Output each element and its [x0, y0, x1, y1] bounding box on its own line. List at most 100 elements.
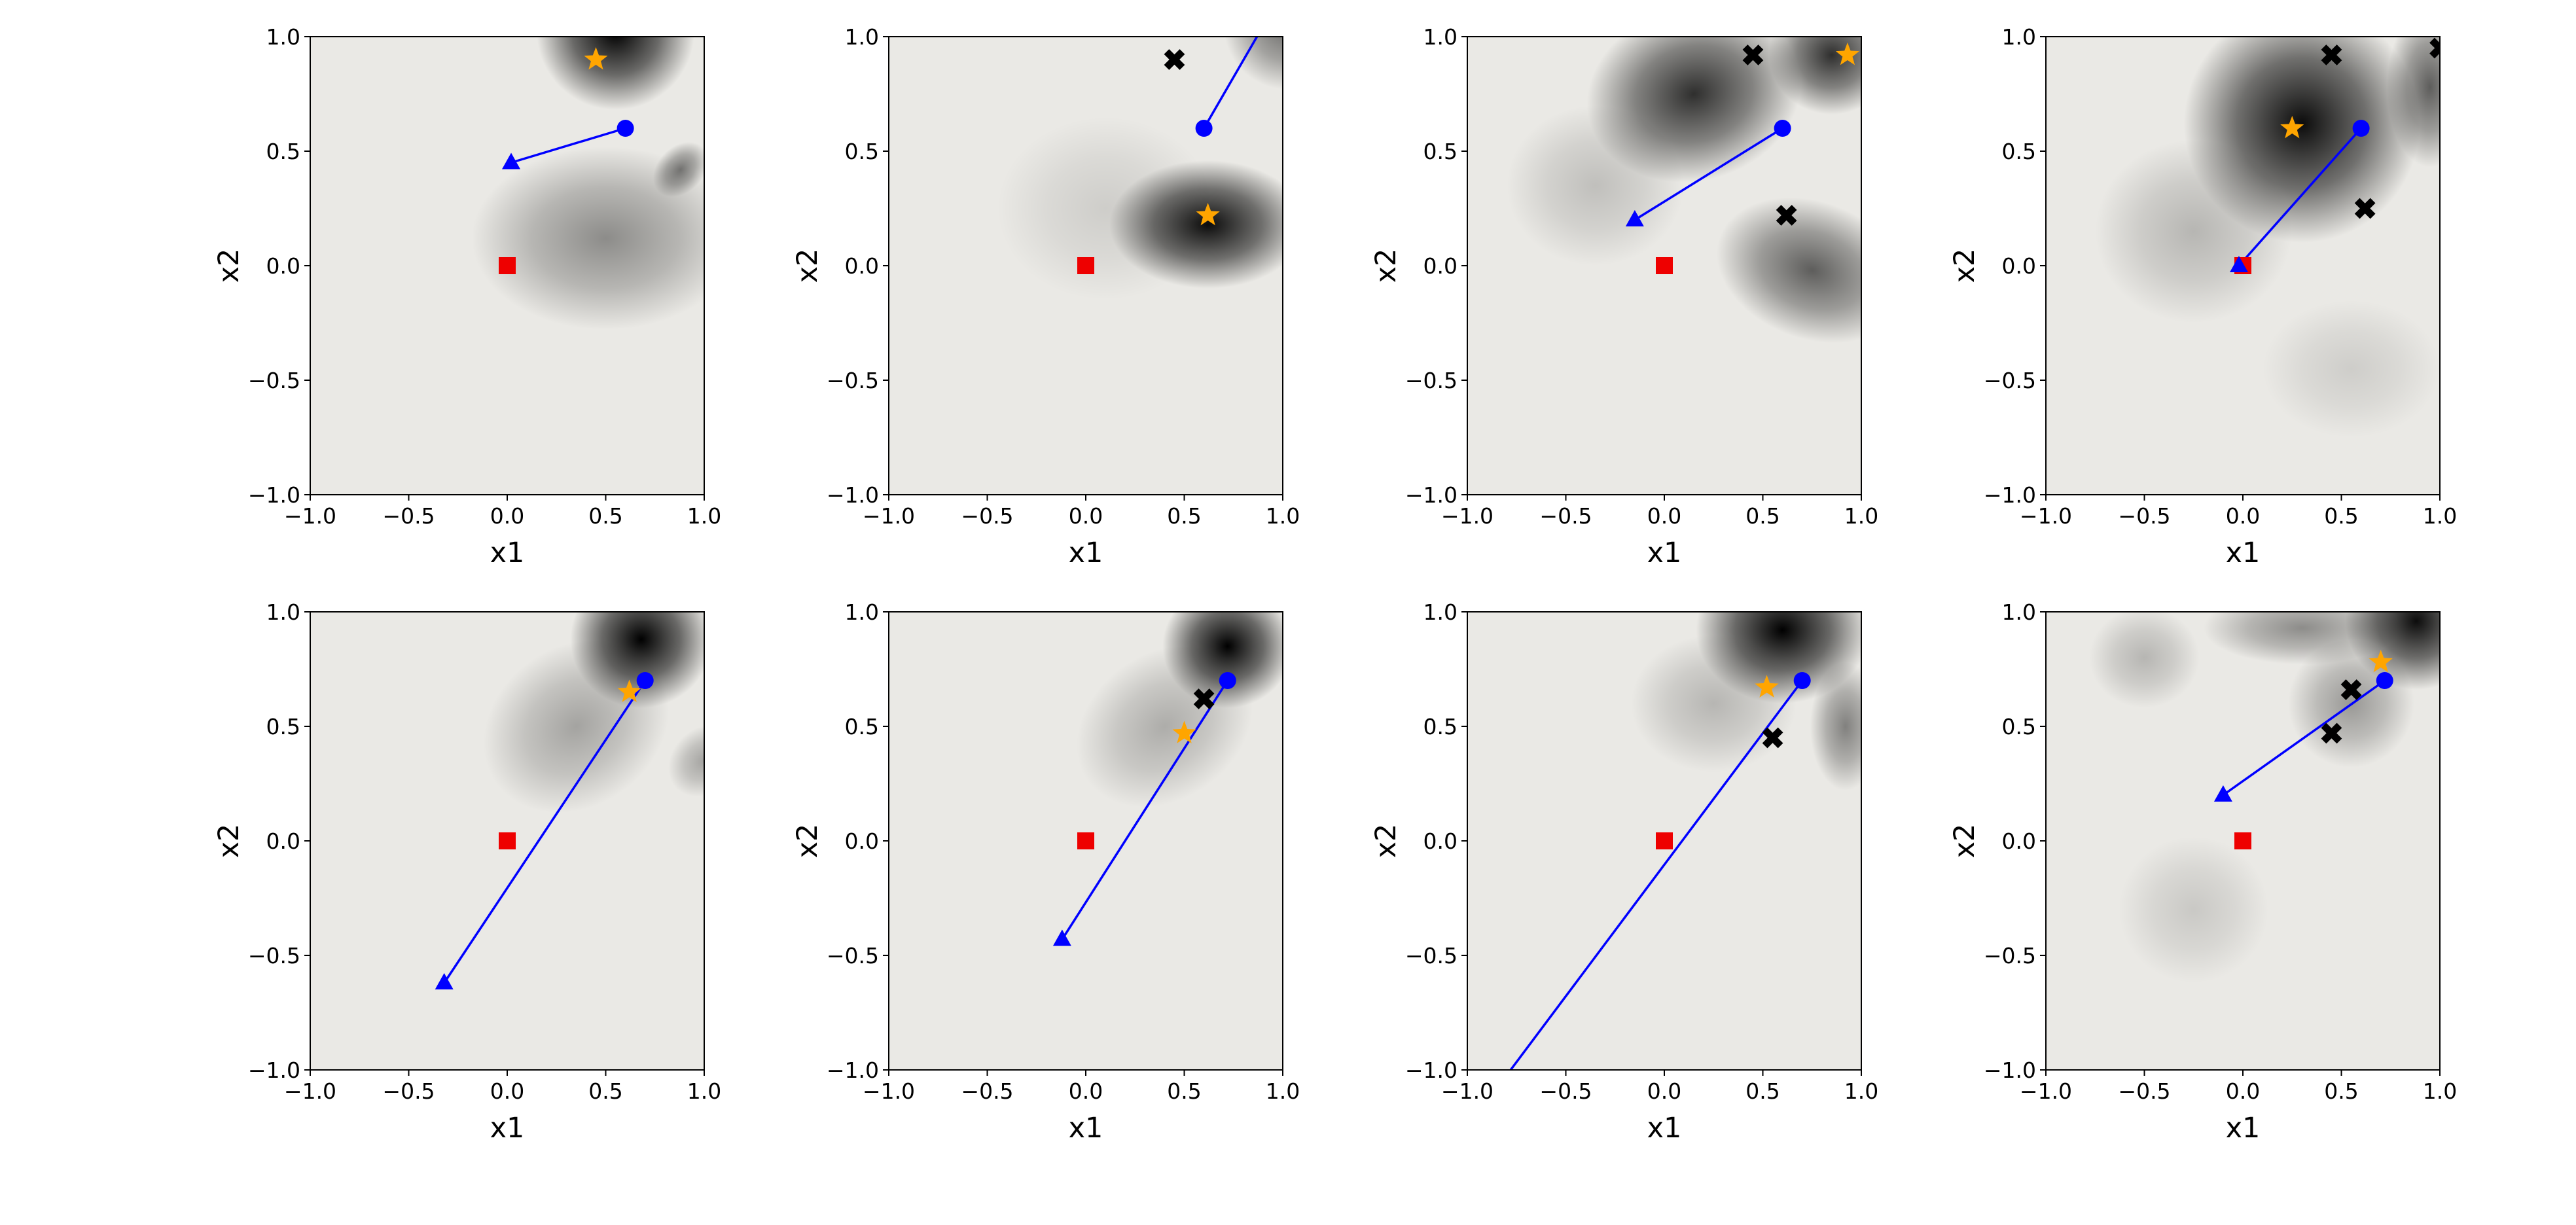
x-tick-label: 0.5: [1167, 1078, 1201, 1104]
y-tick-label: −0.5: [248, 943, 300, 968]
cross-marker: [2340, 679, 2362, 700]
y-tick-label: 0.5: [1423, 139, 1458, 164]
circle-marker: [1774, 120, 1791, 137]
density-blob: [537, 37, 694, 110]
x-tick-label: −0.5: [961, 1078, 1013, 1104]
y-tick-label: 1.0: [1423, 24, 1458, 50]
density-blob: [2119, 836, 2269, 983]
x-tick-label: 1.0: [1844, 1078, 1878, 1104]
x-tick-label: −1.0: [284, 1078, 336, 1104]
density-blob: [1768, 37, 1861, 115]
plot-content: [1052, 612, 1283, 946]
circle-marker: [636, 672, 654, 689]
y-tick-label: 1.0: [266, 24, 300, 50]
subplot-7: −1.0 −0.5 0.0 0.5 1.0 −1.0 −0.5 0.0 0.5 1.0 x1 x2: [1948, 599, 2457, 1145]
triangle-marker: [502, 152, 521, 169]
cross-marker: [2321, 44, 2342, 65]
y-tick-label: −0.5: [1405, 368, 1458, 393]
y-tick-label: 1.0: [266, 599, 300, 625]
y-tick-label: −1.0: [1405, 1057, 1458, 1083]
x-tick-label: −1.0: [2020, 503, 2072, 529]
x-tick-label: 1.0: [1266, 503, 1300, 529]
y-tick-label: −0.5: [1984, 943, 2036, 968]
y-tick-label: 0.5: [845, 139, 879, 164]
y-tick-label: 0.0: [266, 253, 300, 279]
trajectory-line: [1509, 679, 1804, 1070]
triangle-marker: [435, 973, 454, 989]
x-tick-label: −0.5: [2118, 1078, 2170, 1104]
density-blob: [1716, 197, 1861, 344]
y-tick-label: −0.5: [827, 943, 879, 968]
y-tick-label: 0.0: [266, 828, 300, 854]
y-tick-label: 0.5: [266, 139, 300, 164]
star-marker: [1196, 203, 1220, 226]
triangle-marker: [2213, 785, 2232, 802]
trajectory-line: [1203, 37, 1259, 129]
y-axis-label: x2: [1948, 824, 1981, 859]
circle-marker: [1219, 672, 1236, 689]
circle-marker: [2352, 120, 2370, 137]
density-blob: [1076, 645, 1253, 808]
x-axis-label: x1: [490, 537, 525, 569]
cross-marker: [2354, 198, 2376, 219]
plot-content: [435, 612, 704, 989]
x-tick-label: 0.0: [1647, 1078, 1681, 1104]
star-marker: [2280, 116, 2304, 139]
density-blob: [1507, 105, 1685, 266]
x-tick-label: 0.0: [1647, 503, 1681, 529]
square-marker: [499, 257, 516, 274]
y-tick-label: −0.5: [1405, 943, 1458, 968]
triangle-marker: [2229, 256, 2248, 272]
x-tick-label: −1.0: [1441, 503, 1494, 529]
figure-grid: −1.0 −0.5 0.0 0.5 1.0 −1.0 −0.5 0.0 0.5 1.0 x1 x2 −1…: [206, 20, 2460, 1148]
y-tick-label: −1.0: [827, 482, 879, 508]
subplot-6: −1.0 −0.5 0.0 0.5 1.0 −1.0 −0.5 0.0 0.5 1.0 x1 x2: [1370, 599, 1878, 1145]
plot-content: [2095, 37, 2440, 438]
x-tick-label: 0.5: [2324, 1078, 2358, 1104]
triangle-marker: [1625, 210, 1644, 226]
cross-marker: [2429, 37, 2440, 59]
y-tick-label: 1.0: [845, 599, 879, 625]
trajectory-line: [443, 680, 647, 984]
x-axis-label: x1: [2226, 537, 2261, 569]
y-tick-label: 0.0: [1423, 828, 1458, 854]
y-tick-label: 0.0: [2002, 828, 2036, 854]
x-tick-label: 0.0: [490, 503, 524, 529]
x-tick-label: −0.5: [382, 503, 435, 529]
y-tick-label: 0.0: [845, 828, 879, 854]
star-marker: [617, 679, 641, 702]
y-tick-label: 0.5: [1423, 714, 1458, 739]
star-marker: [1835, 43, 1859, 65]
subplot-1: −1.0 −0.5 0.0 0.5 1.0 −1.0 −0.5 0.0 0.5 1.0 x1 x2: [791, 24, 1300, 569]
y-axis-label: x2: [1948, 249, 1981, 283]
y-tick-label: 1.0: [845, 24, 879, 50]
y-axis-label: x2: [791, 824, 824, 859]
density-blob: [471, 147, 704, 330]
star-marker: [1755, 675, 1779, 698]
y-tick-label: 0.5: [2002, 714, 2036, 739]
triangle-marker: [1052, 929, 1071, 946]
cross-marker: [2321, 722, 2342, 744]
x-tick-label: 0.5: [588, 1078, 622, 1104]
x-axis-label: x1: [1647, 537, 1682, 569]
x-axis-label: x1: [1069, 537, 1103, 569]
x-tick-label: 1.0: [687, 503, 721, 529]
star-marker: [584, 47, 608, 70]
cross-marker: [1164, 49, 1185, 70]
circle-marker: [2376, 672, 2393, 689]
plot-content: [997, 37, 1283, 300]
y-axis-label: x2: [791, 249, 824, 283]
x-tick-label: −1.0: [863, 503, 915, 529]
density-blob: [483, 639, 670, 813]
x-tick-label: −0.5: [1539, 503, 1592, 529]
y-tick-label: 0.5: [2002, 139, 2036, 164]
trajectory-line: [2222, 679, 2386, 796]
x-tick-label: 1.0: [1266, 1078, 1300, 1104]
square-marker: [1077, 832, 1094, 849]
density-blob: [2386, 37, 2440, 168]
y-tick-label: 1.0: [2002, 599, 2036, 625]
x-tick-label: 0.5: [1745, 503, 1780, 529]
star-marker: [1172, 720, 1196, 743]
x-tick-label: −0.5: [961, 503, 1013, 529]
